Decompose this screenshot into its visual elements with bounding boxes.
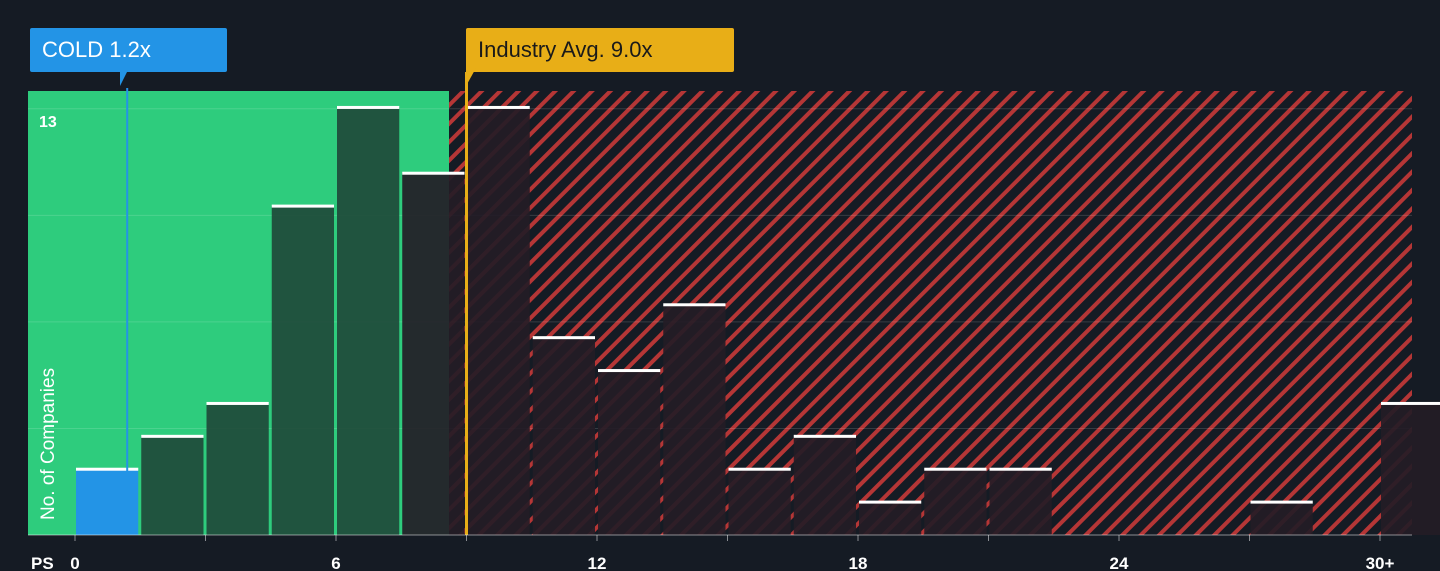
histogram-bar	[206, 403, 269, 535]
y-tick-label: 13	[39, 114, 57, 131]
histogram-bar	[402, 173, 465, 535]
x-tick-label: 0	[70, 554, 79, 571]
x-tick-label: 18	[849, 554, 868, 571]
x-tick-label: 24	[1110, 554, 1129, 571]
histogram-bar-top	[532, 336, 595, 340]
company-callout-pointer	[120, 70, 128, 86]
histogram-bar-top	[206, 401, 269, 405]
histogram-bar-top	[793, 434, 856, 438]
histogram-bar-top	[598, 369, 661, 373]
x-tick-label: 6	[331, 554, 340, 571]
histogram-bar	[793, 436, 856, 535]
histogram-bar	[532, 337, 595, 535]
industry-avg-label: Industry Avg. 9.0x	[478, 37, 653, 62]
histogram-bar-top	[141, 434, 204, 438]
histogram-bar-top	[402, 171, 465, 175]
histogram-bar-top	[271, 204, 334, 208]
industry-avg-callout: Industry Avg. 9.0x	[466, 28, 734, 86]
histogram-bar	[663, 304, 726, 535]
industry-callout-pointer	[466, 68, 476, 86]
histogram-bar	[76, 469, 139, 535]
x-tick-label: 30+	[1366, 554, 1395, 571]
histogram-bar-top	[337, 105, 400, 109]
histogram-bar-top	[467, 105, 530, 109]
x-tick-label: 12	[588, 554, 607, 571]
histogram-bar	[467, 107, 530, 535]
histogram-bar	[337, 107, 400, 535]
histogram-bar-top	[728, 467, 791, 471]
histogram-bar	[141, 436, 204, 535]
histogram-bar-top	[859, 500, 922, 504]
histogram-bar-top	[924, 467, 987, 471]
histogram-bar	[989, 469, 1052, 535]
histogram-bar-top	[1250, 500, 1313, 504]
histogram-bar	[271, 206, 334, 535]
company-ps-callout: COLD 1.2x	[30, 28, 227, 86]
histogram-bar	[598, 370, 661, 535]
histogram-bar-top	[663, 303, 726, 307]
histogram-bar	[859, 502, 922, 535]
histogram-bar-top	[76, 467, 139, 471]
x-axis-title: PS	[31, 554, 54, 571]
y-axis-title: No. of Companies	[38, 368, 59, 520]
histogram-bar	[1381, 403, 1440, 535]
histogram-bar	[728, 469, 791, 535]
histogram-bar-top	[989, 467, 1052, 471]
company-ps-label: COLD 1.2x	[42, 37, 151, 62]
histogram-bar	[1250, 502, 1313, 535]
histogram-bar	[924, 469, 987, 535]
histogram-bar-top	[1381, 401, 1440, 405]
